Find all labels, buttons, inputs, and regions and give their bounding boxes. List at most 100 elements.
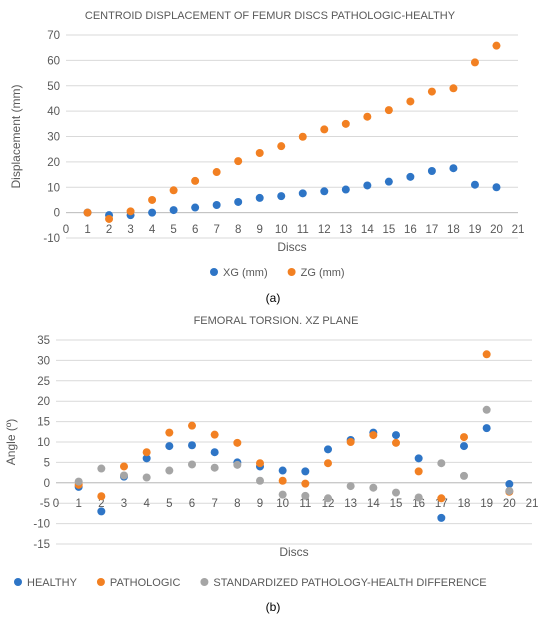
data-point [492, 183, 501, 192]
x-tick-label: 9 [257, 224, 263, 236]
data-point [437, 494, 446, 503]
data-point [233, 460, 242, 469]
x-axis-label: Discs [279, 545, 308, 559]
data-point [234, 157, 243, 166]
data-point [301, 491, 310, 500]
y-tick-label: 70 [47, 30, 60, 42]
x-tick-label: 20 [503, 498, 516, 510]
x-tick-label: 19 [469, 224, 482, 236]
x-tick-label: 16 [412, 498, 425, 510]
data-point [169, 206, 178, 215]
series-2 [74, 350, 514, 503]
data-point [210, 430, 219, 439]
data-point [256, 459, 264, 468]
data-point [414, 467, 423, 476]
data-point [212, 168, 221, 177]
y-tick-label: -10 [33, 519, 50, 531]
data-point [298, 189, 307, 198]
data-point [277, 142, 286, 151]
data-point [346, 438, 355, 446]
y-tick-label: 25 [37, 376, 50, 388]
y-tick-label: 60 [47, 55, 60, 67]
x-tick-label: 0 [53, 498, 59, 510]
x-tick-label: 1 [75, 498, 81, 510]
data-point [460, 442, 468, 451]
x-tick-label: 7 [211, 498, 217, 510]
data-point [278, 490, 287, 499]
y-axis-label: Displacement (mm) [9, 84, 23, 188]
data-point [320, 187, 329, 196]
x-tick-label: 20 [490, 224, 503, 236]
data-point [482, 350, 491, 359]
subfigure-label-b: (b) [266, 600, 281, 614]
data-point [255, 148, 264, 157]
x-tick-label: 0 [63, 224, 69, 236]
data-point [97, 464, 106, 473]
data-point [142, 448, 151, 457]
x-tick-label: 1 [84, 224, 90, 236]
data-point [320, 125, 329, 134]
data-point [165, 442, 174, 451]
data-point [165, 466, 174, 475]
y-tick-label: 0 [44, 478, 50, 490]
x-tick-label: 3 [121, 498, 127, 510]
y-tick-label: 20 [47, 157, 60, 169]
x-tick-label: 9 [257, 498, 263, 510]
data-point [298, 132, 307, 141]
legend-label: XG (mm) [223, 267, 268, 279]
x-tick-label: 6 [189, 498, 195, 510]
legend-marker [14, 578, 22, 586]
data-point [414, 454, 423, 463]
data-point [392, 438, 400, 447]
data-point [341, 119, 350, 128]
x-tick-label: 8 [235, 224, 241, 236]
x-tick-label: 13 [339, 224, 352, 236]
x-tick-label: 12 [318, 224, 331, 236]
y-tick-label: 5 [44, 457, 50, 469]
data-point [83, 208, 92, 217]
data-point [234, 197, 243, 206]
data-point [126, 207, 135, 216]
data-point [505, 486, 514, 495]
x-tick-label: 16 [404, 224, 417, 236]
y-tick-label: -10 [43, 233, 60, 245]
data-point [492, 41, 501, 50]
y-tick-label: 10 [47, 182, 60, 194]
data-point [470, 180, 479, 189]
data-point [278, 476, 287, 485]
data-point [97, 507, 106, 516]
x-tick-label: 19 [480, 498, 493, 510]
y-tick-label: 40 [47, 106, 60, 118]
data-point [414, 493, 423, 502]
data-point [449, 164, 458, 173]
data-point [148, 208, 157, 217]
x-tick-label: 7 [213, 224, 219, 236]
chart-title: CENTROID DISPLACEMENT OF FEMUR DISCS PAT… [85, 10, 456, 22]
chart-title: FEMORAL TORSION. XZ PLANE [194, 315, 359, 327]
data-point [482, 424, 491, 433]
data-point [346, 482, 355, 491]
x-tick-label: 5 [170, 224, 176, 236]
legend-marker [287, 268, 296, 276]
legend-marker [200, 578, 209, 586]
data-point [324, 494, 332, 503]
data-point [301, 467, 310, 476]
data-point [142, 473, 151, 482]
data-point [148, 195, 157, 204]
x-tick-label: 4 [143, 498, 150, 510]
subfigure-label-a: (a) [266, 291, 281, 305]
data-point [460, 471, 468, 480]
y-tick-label: -5 [40, 498, 50, 510]
data-point [449, 84, 458, 93]
y-tick-label: -15 [33, 539, 50, 551]
data-point [188, 460, 196, 469]
x-tick-label: 21 [526, 498, 539, 510]
x-tick-label: 14 [367, 498, 380, 510]
y-tick-label: 50 [47, 81, 60, 93]
data-point [233, 438, 242, 447]
data-point [470, 58, 479, 67]
legend-label: PATHOLOGIC [110, 577, 181, 589]
data-point [301, 479, 310, 488]
y-tick-label: 10 [37, 437, 50, 449]
